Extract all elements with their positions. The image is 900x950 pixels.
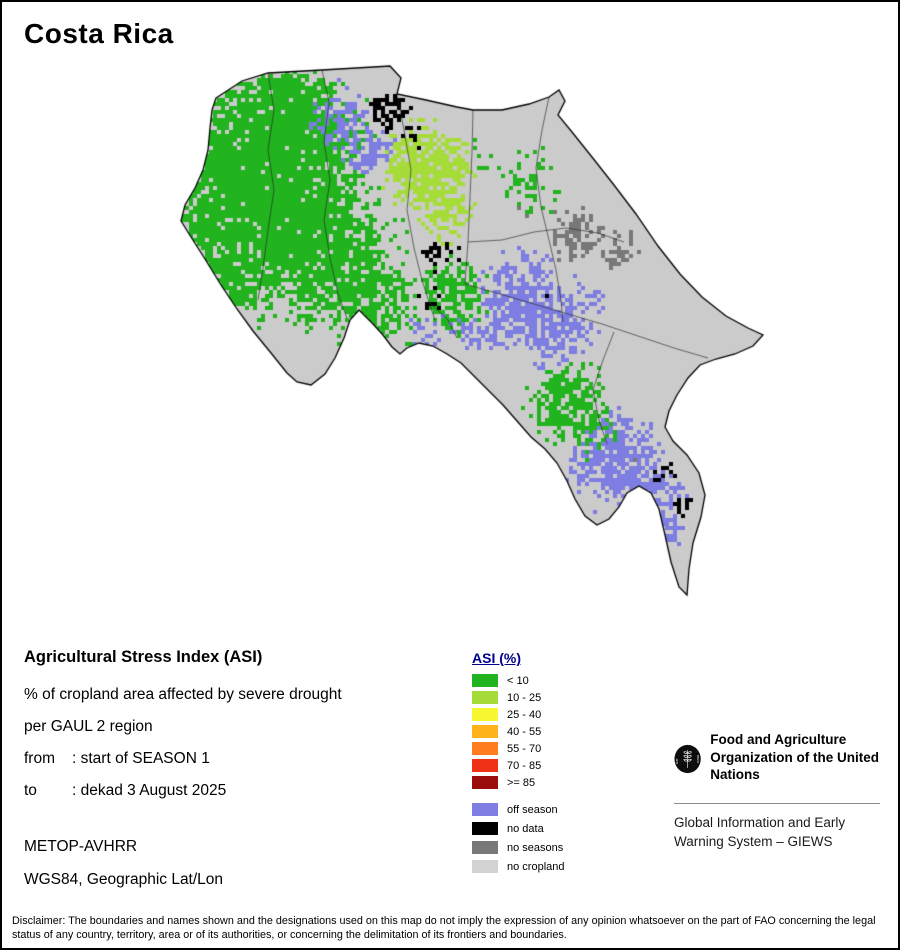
legend-row: no seasons <box>472 841 662 854</box>
legend-swatch <box>472 776 498 789</box>
sensor-name: METOP-AVHRR <box>24 838 138 855</box>
legend-label: no cropland <box>507 860 565 873</box>
wheat-icon <box>683 750 692 768</box>
legend-swatch <box>472 822 498 835</box>
legend: ASI (%) < 10 10 - 25 25 - 40 40 - 55 55 - 70… <box>472 650 662 879</box>
fao-motto-fiat: FIAT <box>675 758 679 764</box>
legend-label: < 10 <box>507 674 529 687</box>
legend-row: off season <box>472 803 662 816</box>
fao-logo: FIAT PANIS <box>674 744 701 774</box>
legend-label: no data <box>507 822 544 835</box>
legend-row: 55 - 70 <box>472 742 662 755</box>
to-value: : dekad 3 August 2025 <box>72 782 227 799</box>
source-block: METOP-AVHRR WGS84, Geographic Lat/Lon <box>24 838 223 904</box>
legend-swatch <box>472 708 498 721</box>
legend-label: 55 - 70 <box>507 742 542 755</box>
legend-row: 40 - 55 <box>472 725 662 738</box>
org-name: Food and Agriculture Organization of the… <box>710 732 879 783</box>
legend-swatch <box>472 860 498 873</box>
footer-divider <box>674 803 880 804</box>
fao-motto-panis: PANIS <box>696 755 700 763</box>
legend-row: < 10 <box>472 674 662 687</box>
legend-row: no data <box>472 822 662 835</box>
legend-title: ASI (%) <box>472 650 521 666</box>
legend-classes: < 10 10 - 25 25 - 40 40 - 55 55 - 70 70 - 85 >… <box>472 674 662 789</box>
legend-row: >= 85 <box>472 776 662 789</box>
page-title: Costa Rica <box>24 18 174 49</box>
description-line-1: % of cropland area affected by severe dr… <box>24 686 342 703</box>
legend-label: 25 - 40 <box>507 708 542 721</box>
legend-swatch <box>472 725 498 738</box>
legend-label: no seasons <box>507 841 564 854</box>
legend-swatch <box>472 841 498 854</box>
legend-label: 40 - 55 <box>507 725 542 738</box>
period-from: from : start of SEASON 1 <box>24 750 464 768</box>
disclaimer: Disclaimer: The boundaries and names sho… <box>12 915 876 942</box>
to-label: to <box>24 782 37 799</box>
legend-extras: off season no data no seasons no cropland <box>472 803 662 873</box>
projection-name: WGS84, Geographic Lat/Lon <box>24 871 224 888</box>
from-value: : start of SEASON 1 <box>72 750 210 767</box>
map-description: Agricultural Stress Index (ASI) % of cro… <box>24 648 464 814</box>
legend-row: 25 - 40 <box>472 708 662 721</box>
legend-label: off season <box>507 803 558 816</box>
legend-swatch <box>472 691 498 704</box>
legend-label: 10 - 25 <box>507 691 542 704</box>
legend-row: 10 - 25 <box>472 691 662 704</box>
legend-swatch <box>472 742 498 755</box>
legend-row: 70 - 85 <box>472 759 662 772</box>
legend-swatch <box>472 803 498 816</box>
from-label: from <box>24 750 55 767</box>
giews-label: Global Information and Early Warning Sys… <box>674 815 846 849</box>
legend-label: >= 85 <box>507 776 536 789</box>
org-row: FIAT PANIS Food and Agriculture Organiza… <box>674 728 880 790</box>
legend-swatch <box>472 759 498 772</box>
index-heading: Agricultural Stress Index (ASI) <box>24 648 263 666</box>
fao-footer: FIAT PANIS Food and Agriculture Organiza… <box>674 728 880 852</box>
period-to: to : dekad 3 August 2025 <box>24 782 464 800</box>
legend-swatch <box>472 674 498 687</box>
legend-row: no cropland <box>472 860 662 873</box>
description-line-2: per GAUL 2 region <box>24 718 153 735</box>
legend-label: 70 - 85 <box>507 759 542 772</box>
